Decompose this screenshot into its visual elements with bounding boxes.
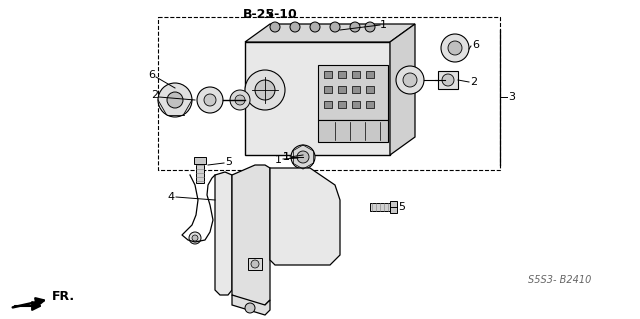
Text: 6: 6 bbox=[148, 70, 155, 80]
Text: 1: 1 bbox=[275, 155, 282, 165]
Text: FR.: FR. bbox=[13, 290, 75, 308]
Bar bbox=[318, 65, 388, 120]
Bar bbox=[352, 101, 360, 108]
Bar bbox=[245, 42, 390, 155]
Polygon shape bbox=[215, 172, 232, 295]
Bar bbox=[352, 71, 360, 78]
Bar bbox=[158, 17, 500, 170]
Circle shape bbox=[442, 74, 454, 86]
Bar bbox=[338, 86, 346, 93]
Circle shape bbox=[251, 260, 259, 268]
Text: B-25-10: B-25-10 bbox=[243, 8, 298, 21]
Circle shape bbox=[189, 232, 201, 244]
Circle shape bbox=[270, 22, 280, 32]
Polygon shape bbox=[232, 295, 270, 315]
Circle shape bbox=[291, 145, 315, 169]
Circle shape bbox=[310, 22, 320, 32]
Text: 3: 3 bbox=[508, 92, 515, 102]
Text: 2: 2 bbox=[151, 90, 158, 100]
Text: 4: 4 bbox=[168, 192, 175, 202]
Circle shape bbox=[235, 95, 245, 105]
Bar bbox=[248, 258, 262, 270]
Polygon shape bbox=[232, 165, 270, 305]
Circle shape bbox=[192, 235, 198, 241]
Text: 5: 5 bbox=[398, 202, 405, 212]
Circle shape bbox=[396, 66, 424, 94]
Bar bbox=[338, 101, 346, 108]
Bar bbox=[366, 101, 374, 108]
Text: 1: 1 bbox=[283, 152, 290, 162]
Circle shape bbox=[255, 80, 275, 100]
Bar bbox=[338, 71, 346, 78]
Text: 6: 6 bbox=[472, 40, 479, 50]
Bar bbox=[370, 203, 390, 211]
Circle shape bbox=[330, 22, 340, 32]
Circle shape bbox=[448, 41, 462, 55]
Bar bbox=[366, 86, 374, 93]
Circle shape bbox=[158, 83, 192, 117]
Bar bbox=[352, 86, 360, 93]
Polygon shape bbox=[390, 24, 415, 155]
Bar bbox=[196, 163, 204, 183]
Circle shape bbox=[230, 90, 250, 110]
Bar bbox=[194, 157, 206, 164]
Bar bbox=[366, 71, 374, 78]
Circle shape bbox=[245, 303, 255, 313]
Circle shape bbox=[297, 151, 309, 163]
Polygon shape bbox=[270, 168, 340, 265]
Text: 1: 1 bbox=[283, 152, 290, 162]
Bar bbox=[438, 71, 458, 89]
Circle shape bbox=[403, 73, 417, 87]
Circle shape bbox=[441, 34, 469, 62]
Circle shape bbox=[197, 87, 223, 113]
Polygon shape bbox=[245, 24, 415, 42]
Text: S5S3- B2410: S5S3- B2410 bbox=[528, 275, 592, 285]
Circle shape bbox=[245, 70, 285, 110]
Bar bbox=[324, 86, 332, 93]
Circle shape bbox=[204, 94, 216, 106]
Bar bbox=[318, 120, 388, 142]
Circle shape bbox=[290, 22, 300, 32]
Circle shape bbox=[167, 92, 183, 108]
Circle shape bbox=[365, 22, 375, 32]
Bar bbox=[324, 101, 332, 108]
Circle shape bbox=[350, 22, 360, 32]
Bar bbox=[324, 71, 332, 78]
Text: 2: 2 bbox=[470, 77, 477, 87]
Text: 5: 5 bbox=[225, 157, 232, 167]
Bar bbox=[390, 201, 397, 213]
Text: 1: 1 bbox=[380, 20, 387, 30]
